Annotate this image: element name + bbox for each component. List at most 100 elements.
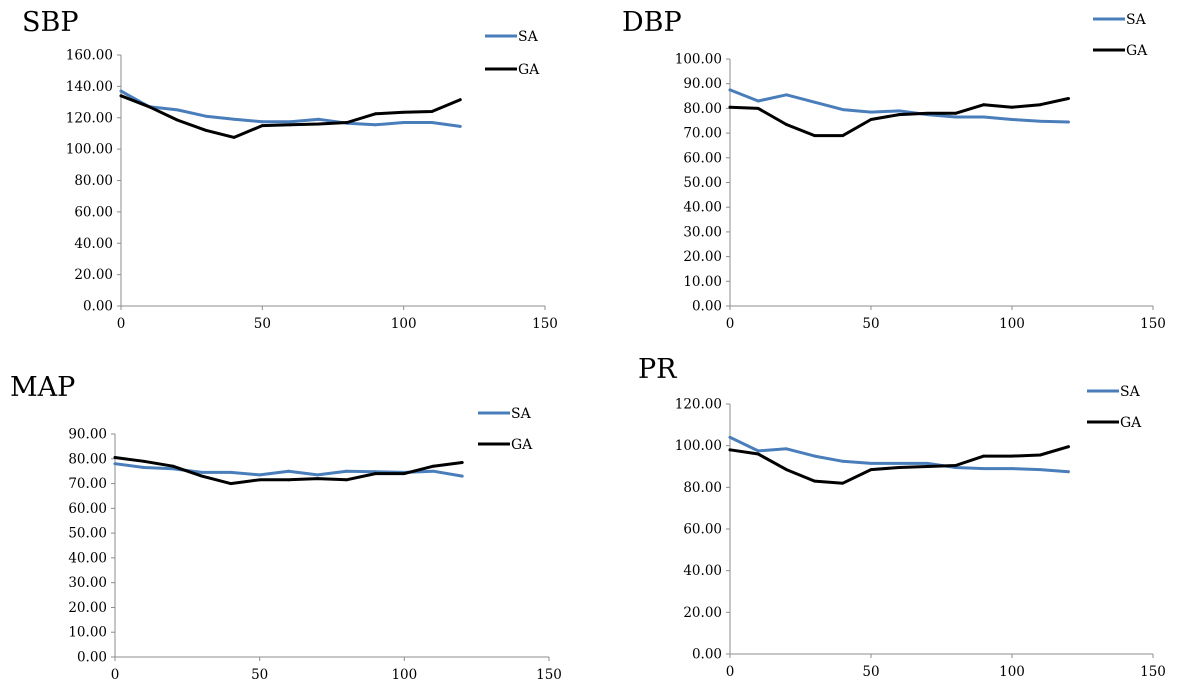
data-point-ga xyxy=(171,464,175,468)
data-point-sa xyxy=(841,108,845,112)
data-point-ga xyxy=(113,456,117,459)
data-point-ga xyxy=(229,482,233,485)
y-tick-label: 120.00 xyxy=(675,397,722,413)
legend-label-sa: SA xyxy=(518,29,539,45)
data-point-ga xyxy=(431,464,435,468)
data-point-ga xyxy=(982,454,986,458)
y-tick-label: 30.00 xyxy=(68,575,107,591)
y-tick-label: 80.00 xyxy=(683,480,722,496)
data-point-ga xyxy=(869,468,873,472)
data-point-sa xyxy=(1038,468,1042,472)
y-tick-label: 60.00 xyxy=(74,204,113,220)
series-line-ga xyxy=(728,445,1070,485)
data-point-ga xyxy=(841,134,845,137)
data-point-ga xyxy=(147,105,151,109)
y-tick-label: 20.00 xyxy=(68,600,107,616)
legend-label-ga: GA xyxy=(1120,415,1142,431)
data-point-sa xyxy=(229,471,233,474)
y-tick-label: 30.00 xyxy=(683,224,722,240)
data-point-ga xyxy=(1067,97,1070,100)
x-tick-label: 0 xyxy=(726,316,735,332)
map-chart: MAP 0.00 10.00 20.00 30.00 40.00 50.00 60.00 70.… xyxy=(10,372,562,683)
data-point-ga xyxy=(374,112,377,116)
data-point-ga xyxy=(176,118,179,122)
data-point-sa xyxy=(756,99,760,103)
data-point-ga xyxy=(926,465,929,468)
y-tick-label: 50.00 xyxy=(683,175,722,191)
data-point-sa xyxy=(204,114,208,118)
data-point-sa xyxy=(1010,467,1014,470)
chart-title: SBP xyxy=(22,7,79,38)
data-point-sa xyxy=(869,110,873,114)
data-point-sa xyxy=(785,447,788,451)
data-point-ga xyxy=(1010,105,1014,109)
data-point-ga xyxy=(1010,454,1014,458)
data-point-sa xyxy=(728,88,732,92)
data-point-sa xyxy=(374,123,377,127)
y-tick-label: 60.00 xyxy=(683,150,722,166)
series-line-ga xyxy=(119,94,462,139)
data-point-ga xyxy=(402,472,406,476)
chart-title: DBP xyxy=(622,7,682,38)
data-point-ga xyxy=(841,481,845,485)
data-point-sa xyxy=(1067,120,1070,124)
data-point-ga xyxy=(204,128,208,132)
data-point-sa xyxy=(200,471,204,474)
legend-label-ga: GA xyxy=(1126,43,1148,59)
sbp-chart: SBP 0.00 20.00 40.00 60.00 80.00 100.00 120.00 1… xyxy=(22,7,558,332)
data-point-ga xyxy=(756,107,760,110)
series-line-ga xyxy=(728,97,1070,138)
y-tick-label: 70.00 xyxy=(68,476,107,492)
data-point-ga xyxy=(954,111,957,115)
data-point-sa xyxy=(431,469,435,473)
data-point-sa xyxy=(1067,470,1070,474)
data-point-sa xyxy=(982,467,986,470)
data-point-sa xyxy=(317,117,321,121)
data-point-ga xyxy=(287,478,290,482)
data-point-ga xyxy=(982,103,986,107)
data-point-sa xyxy=(345,469,348,473)
data-point-ga xyxy=(813,134,816,137)
data-point-ga xyxy=(232,135,236,139)
data-point-ga xyxy=(260,124,264,127)
data-point-sa xyxy=(982,115,986,119)
y-tick-label: 40.00 xyxy=(68,550,107,566)
y-tick-label: 60.00 xyxy=(68,501,107,517)
y-tick-label: 20.00 xyxy=(74,267,113,283)
data-point-sa xyxy=(113,462,117,466)
data-point-ga xyxy=(345,121,349,124)
data-point-ga xyxy=(926,111,929,115)
x-tick-label: 50 xyxy=(251,667,268,683)
data-point-ga xyxy=(954,464,957,467)
data-point-sa xyxy=(232,117,236,121)
data-point-ga xyxy=(345,478,348,482)
data-point-sa xyxy=(756,449,760,453)
data-point-sa xyxy=(258,473,262,477)
y-tick-label: 120.00 xyxy=(66,110,113,126)
data-point-ga xyxy=(316,477,319,480)
data-point-ga xyxy=(458,98,462,102)
data-point-sa xyxy=(841,459,845,463)
legend-label-sa: SA xyxy=(511,406,532,422)
data-point-ga xyxy=(728,105,732,109)
data-point-sa xyxy=(728,435,732,439)
data-point-sa xyxy=(785,93,788,97)
data-point-ga xyxy=(1038,453,1042,457)
data-point-ga xyxy=(1067,445,1070,449)
y-tick-label: 100.00 xyxy=(675,52,722,68)
data-point-ga xyxy=(374,472,377,476)
data-point-sa xyxy=(926,461,929,465)
data-point-ga xyxy=(785,123,788,126)
x-tick-label: 100 xyxy=(999,664,1025,680)
y-tick-label: 10.00 xyxy=(683,274,722,290)
data-point-sa xyxy=(458,124,462,128)
data-point-sa xyxy=(869,461,873,465)
legend-label-ga: GA xyxy=(511,437,533,453)
data-point-ga xyxy=(119,94,123,98)
legend-label-ga: GA xyxy=(518,62,540,78)
data-point-ga xyxy=(258,478,262,482)
data-point-sa xyxy=(813,100,816,104)
data-point-sa xyxy=(176,108,179,112)
data-point-sa xyxy=(1010,118,1014,121)
y-tick-label: 40.00 xyxy=(683,563,722,579)
